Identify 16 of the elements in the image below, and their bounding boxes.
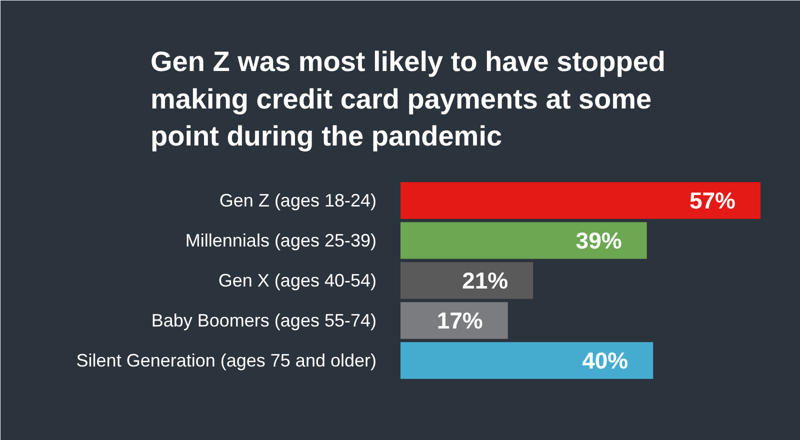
y-tick-label: Silent Generation (ages 75 and older) <box>76 350 377 370</box>
data-label: 17% <box>436 308 483 334</box>
y-tick-label: Gen Z (ages 18-24) <box>219 190 376 210</box>
bar <box>400 222 647 259</box>
y-tick-label: Baby Boomers (ages 55-74) <box>151 310 377 330</box>
data-label: 40% <box>582 348 628 374</box>
y-tick-label: Gen X (ages 40-54) <box>218 270 377 290</box>
bar <box>400 342 654 379</box>
bar <box>400 302 508 339</box>
data-label: 21% <box>462 268 508 294</box>
data-label: 39% <box>576 228 622 254</box>
data-label: 57% <box>689 188 736 214</box>
chart-title: Gen Z was most likely to have stopped making credit card payments at some point during the pandemic <box>150 46 666 152</box>
bar <box>400 262 534 299</box>
y-tick-label: Millennials (ages 25-39) <box>185 230 376 250</box>
bar <box>400 182 760 219</box>
